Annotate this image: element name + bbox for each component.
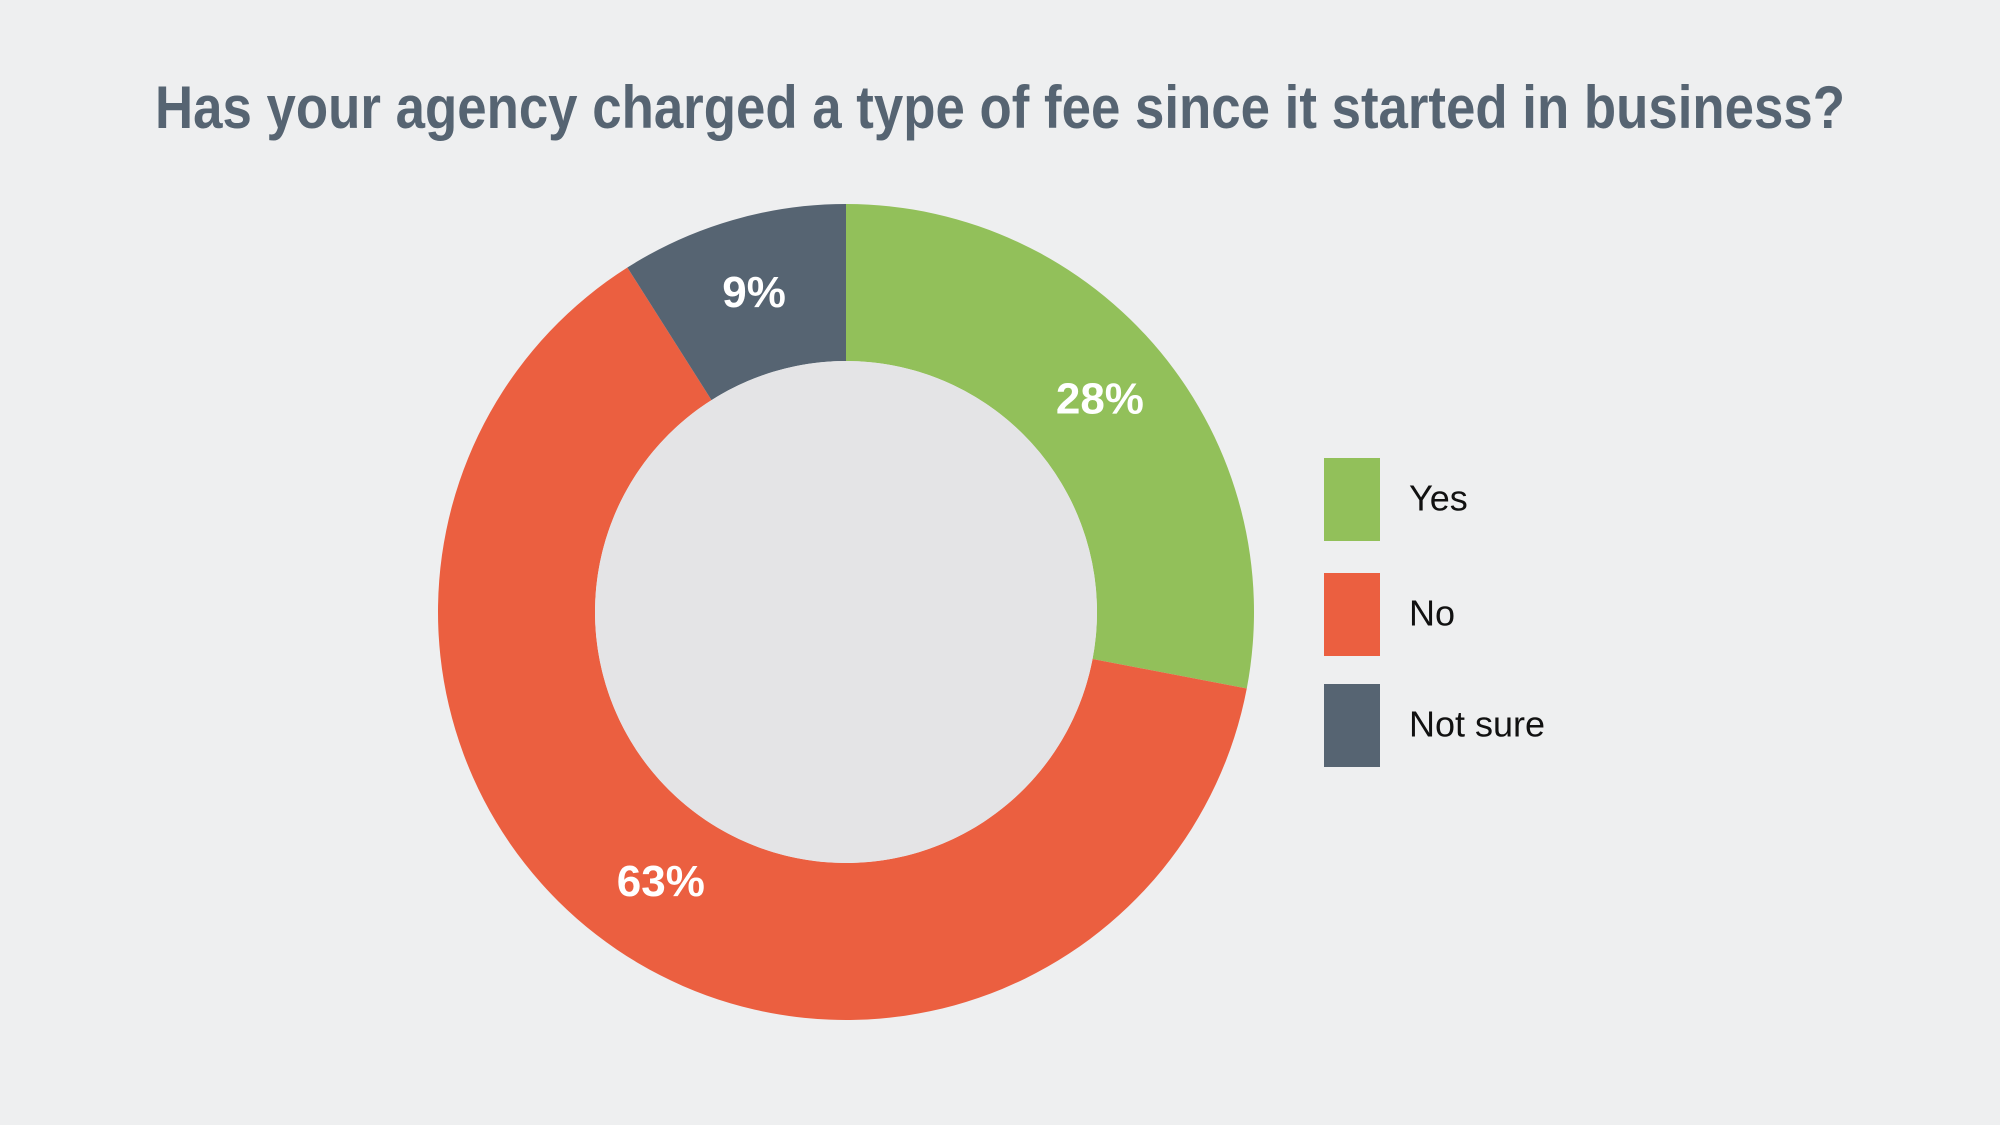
donut-hole xyxy=(595,361,1097,863)
legend-label: No xyxy=(1409,593,1455,634)
value-label: 28% xyxy=(1056,375,1144,424)
value-label: 9% xyxy=(722,268,786,317)
legend-label: Yes xyxy=(1409,478,1468,519)
chart-title: Has your agency charged a type of fee si… xyxy=(155,74,1845,141)
legend-swatch xyxy=(1324,458,1380,541)
donut-segment xyxy=(846,204,1254,689)
legend-swatch xyxy=(1324,573,1380,656)
donut-segment xyxy=(437,267,1247,1021)
legend-label: Not sure xyxy=(1409,704,1545,745)
value-label: 63% xyxy=(617,857,705,906)
legend-swatch xyxy=(1324,684,1380,767)
donut-segment xyxy=(627,204,846,401)
